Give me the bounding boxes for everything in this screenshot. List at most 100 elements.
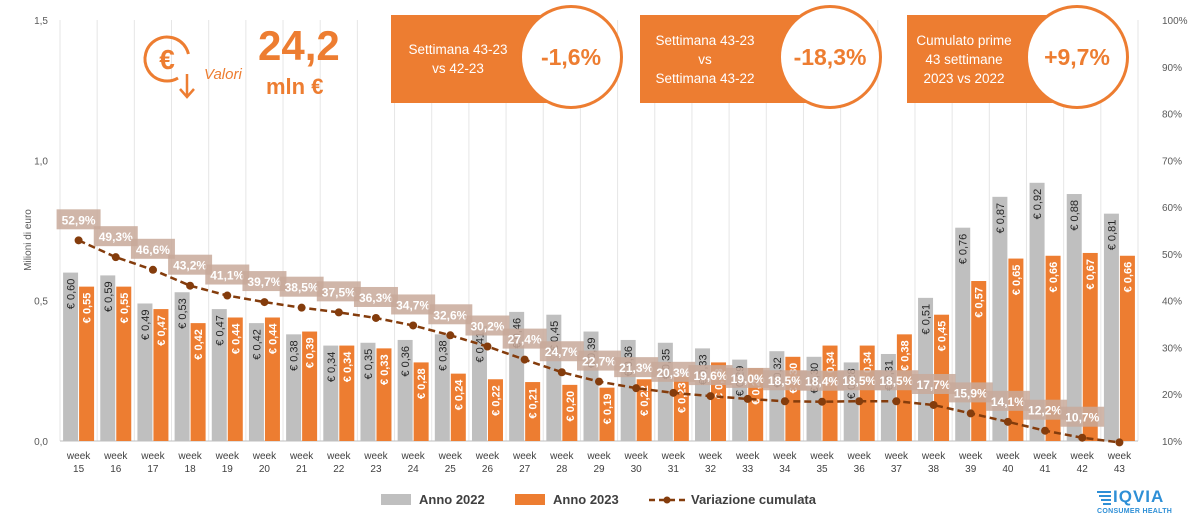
legend-variazione: Variazione cumulata	[649, 492, 816, 507]
x-tick-week: week	[66, 451, 91, 462]
cumulative-point	[557, 368, 566, 377]
cumulative-label: 27,4%	[508, 333, 542, 347]
kpi-label: Settimana 43-23 vs Settimana 43-22	[655, 32, 755, 86]
cumulative-point	[855, 397, 864, 406]
cumulative-point	[74, 236, 83, 245]
x-tick-label: 25	[445, 464, 457, 475]
bar-label-2022: € 0,51	[921, 304, 933, 335]
bar-2023	[413, 362, 429, 441]
cumulative-point	[1041, 426, 1050, 435]
x-tick-label: 34	[779, 464, 791, 475]
cumulative-label-bg	[205, 264, 250, 285]
cumulative-label-bg	[130, 238, 175, 259]
cumulative-label-bg	[688, 365, 733, 386]
cumulative-label: 18,4%	[805, 375, 839, 389]
cumulative-label: 21,3%	[619, 361, 653, 375]
bar-label-2022: € 0,88	[1069, 200, 1081, 231]
cumulative-point	[706, 392, 715, 401]
bar-label-2023: € 0,24	[453, 379, 465, 410]
x-tick-label: 43	[1114, 464, 1126, 475]
x-tick-week: week	[958, 451, 983, 462]
x-tick-week: week	[809, 451, 834, 462]
bar-label-2023: € 0,44	[267, 323, 279, 354]
bar-2023	[1082, 252, 1098, 441]
x-tick-label: 33	[742, 464, 754, 475]
x-tick-label: 41	[1040, 464, 1052, 475]
cumulative-label-bg	[242, 271, 287, 292]
cumulative-line	[74, 236, 1124, 447]
x-tick-label: 22	[333, 464, 345, 475]
x-tick-week: week	[363, 451, 388, 462]
bar-label-2022: € 0,34	[326, 352, 338, 383]
cumulative-label: 36,3%	[359, 291, 393, 305]
kpi-value: -18,3%	[778, 5, 882, 109]
cumulative-label: 15,9%	[954, 386, 988, 400]
cumulative-point	[260, 298, 269, 307]
cumulative-point	[595, 377, 603, 386]
x-tick-week: week	[586, 451, 611, 462]
cumulative-label: 37,5%	[322, 285, 356, 299]
cumulative-label: 18,5%	[879, 374, 913, 388]
bar-2023	[227, 317, 243, 441]
x-tick-week: week	[921, 451, 946, 462]
cumulative-label-bg	[465, 315, 510, 336]
bar-label-2023: € 0,67	[1085, 259, 1097, 290]
x-tick-label: 35	[816, 464, 828, 475]
bar-2022	[471, 325, 487, 441]
bar-2022	[992, 196, 1008, 441]
bar-label-2022: € 0,38	[437, 340, 449, 371]
x-tick-week: week	[512, 451, 537, 462]
bar-2023	[79, 286, 95, 441]
cumulative-label-bg	[539, 341, 584, 362]
cumulative-label-bg	[800, 370, 845, 391]
x-tick-label: 15	[73, 464, 85, 475]
x-tick-week: week	[847, 451, 872, 462]
bar-label-2022: € 0,41	[474, 332, 486, 363]
bar-label-2023: € 0,65	[1011, 265, 1023, 296]
x-tick-week: week	[400, 451, 425, 462]
x-tick-label: 38	[928, 464, 940, 475]
cumulative-label: 52,9%	[62, 213, 96, 227]
bar-label-2023: € 0,33	[379, 354, 391, 385]
cumulative-point	[1078, 433, 1087, 442]
cumulative-point	[483, 342, 492, 351]
x-tick-label: 32	[705, 464, 717, 475]
x-tick-label: 28	[556, 464, 568, 475]
bar-label-2022: € 0,47	[214, 315, 226, 346]
bar-label-2023: € 0,22	[639, 385, 651, 416]
cumulative-label-bg	[1023, 399, 1068, 420]
x-tick-week: week	[252, 451, 277, 462]
x-tick-week: week	[549, 451, 574, 462]
bar-label-2022: € 0,53	[177, 298, 189, 329]
bar-2023	[302, 331, 318, 441]
y2-tick-label: 40%	[1162, 297, 1182, 308]
x-tick-label: 40	[1002, 464, 1014, 475]
bar-2022	[1103, 213, 1119, 441]
cumulative-label: 22,7%	[582, 355, 616, 369]
cumulative-label: 49,3%	[99, 230, 133, 244]
x-tick-label: 21	[296, 464, 308, 475]
x-tick-label: 23	[370, 464, 382, 475]
x-tick-label: 42	[1077, 464, 1089, 475]
x-tick-week: week	[661, 451, 686, 462]
x-tick-week: week	[215, 451, 240, 462]
bar-label-2023: € 0,47	[156, 315, 168, 346]
cumulative-label: 12,2%	[1028, 404, 1062, 418]
bar-2022	[174, 292, 190, 441]
x-tick-week: week	[735, 451, 760, 462]
bar-label-2022: € 0,60	[66, 279, 78, 310]
bar-label-2023: € 0,55	[82, 293, 94, 324]
x-tick-label: 37	[891, 464, 903, 475]
x-tick-label: 17	[147, 464, 159, 475]
y-axis-right: 10% 20% 30% 40% 50% 60% 70% 80% 90% 100%	[1162, 16, 1188, 448]
y2-tick-label: 90%	[1162, 63, 1182, 74]
bar-2022	[248, 323, 264, 441]
x-tick-label: 16	[110, 464, 122, 475]
cumulative-label-bg	[1060, 406, 1105, 427]
bar-2023	[636, 379, 652, 441]
x-tick-label: 36	[854, 464, 866, 475]
bar-2022	[1066, 194, 1082, 441]
x-tick-week: week	[1107, 451, 1132, 462]
cumulative-point	[223, 291, 232, 300]
x-tick-week: week	[884, 451, 909, 462]
